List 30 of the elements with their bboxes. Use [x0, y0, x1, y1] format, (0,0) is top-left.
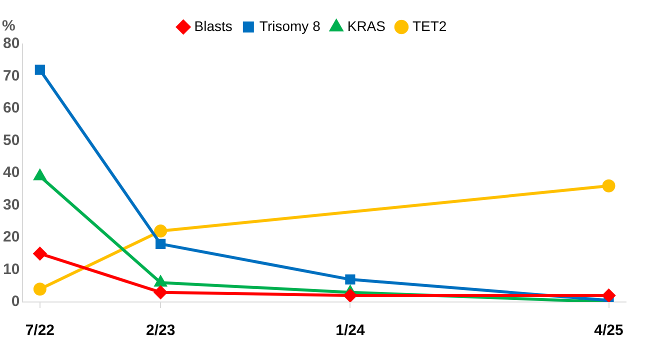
y-tick-label: 0	[11, 293, 20, 310]
point	[154, 224, 168, 238]
legend-label: Trisomy 8	[259, 18, 321, 34]
legend-label: TET2	[412, 18, 447, 34]
point	[154, 276, 166, 287]
point	[602, 289, 616, 302]
y-axis-title: %	[2, 18, 16, 35]
x-tick-label: 4/25	[594, 322, 624, 340]
legend-label: Blasts	[194, 18, 232, 34]
y-tick-label: 80	[2, 35, 20, 52]
point	[602, 179, 616, 192]
point	[34, 170, 46, 180]
x-tick-label: 1/24	[336, 322, 366, 340]
point	[154, 286, 168, 299]
y-tick-label: 50	[2, 132, 20, 149]
point	[156, 238, 166, 249]
point	[344, 289, 357, 302]
x-tick-label: 7/22	[25, 322, 55, 340]
point	[33, 282, 46, 296]
y-tick-label: 20	[2, 228, 20, 246]
point	[33, 247, 46, 260]
y-tick-label: 10	[2, 260, 20, 278]
point	[34, 64, 45, 75]
x-tick-label: 2/23	[146, 322, 176, 340]
y-tick-label: 30	[2, 196, 20, 214]
point	[345, 274, 356, 284]
legend-label: KRAS	[347, 18, 386, 34]
y-tick-label: 60	[2, 100, 20, 117]
y-tick-label: 40	[2, 164, 20, 182]
y-tick-label: 70	[2, 67, 20, 84]
